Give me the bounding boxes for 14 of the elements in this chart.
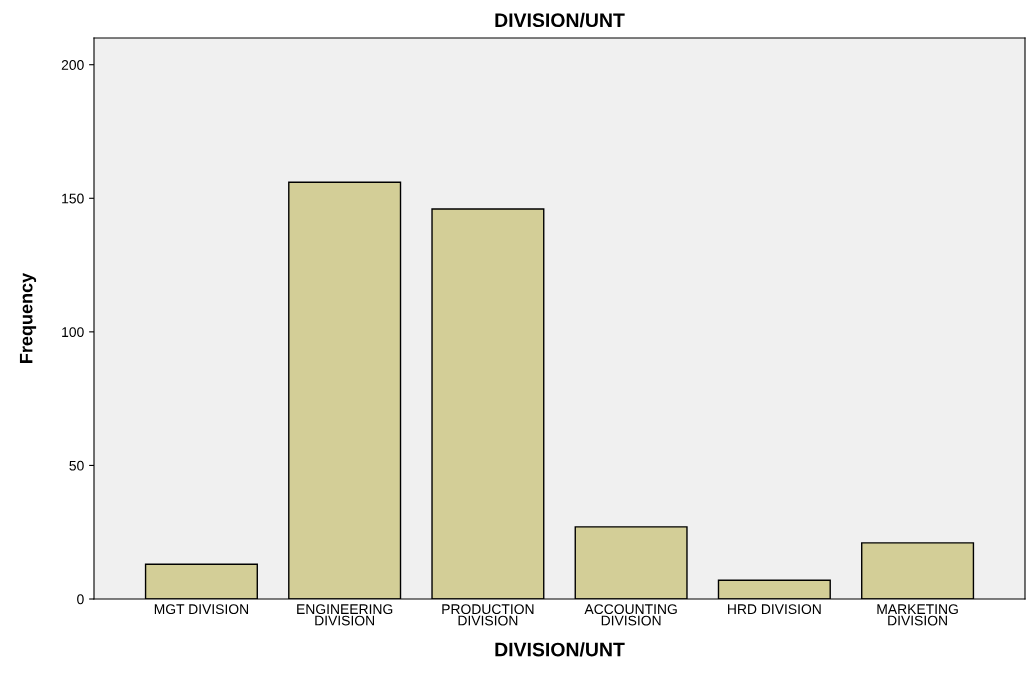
y-axis-title: Frequency [19,272,37,363]
x-tick-label: ENGINEERING DIVISION [297,604,393,626]
y-tick-label: 0 [77,594,84,605]
x-tick-label: MARKETING DIVISION [877,604,958,626]
y-tick-label: 100 [62,327,84,338]
x-tick-label: MGT DIVISION [154,604,249,615]
x-tick-label: HRD DIVISION [728,604,821,615]
y-tick-label: 50 [69,460,84,471]
chart-title: DIVISION/UNT [495,12,625,28]
y-tick-label: 150 [62,193,84,204]
x-tick-label: ACCOUNTING DIVISION [584,604,677,626]
y-tick-label: 200 [61,60,84,70]
x-axis-title: DIVISION/UNT [495,642,625,657]
x-tick-label: PRODUCTION DIVISION [442,604,534,626]
